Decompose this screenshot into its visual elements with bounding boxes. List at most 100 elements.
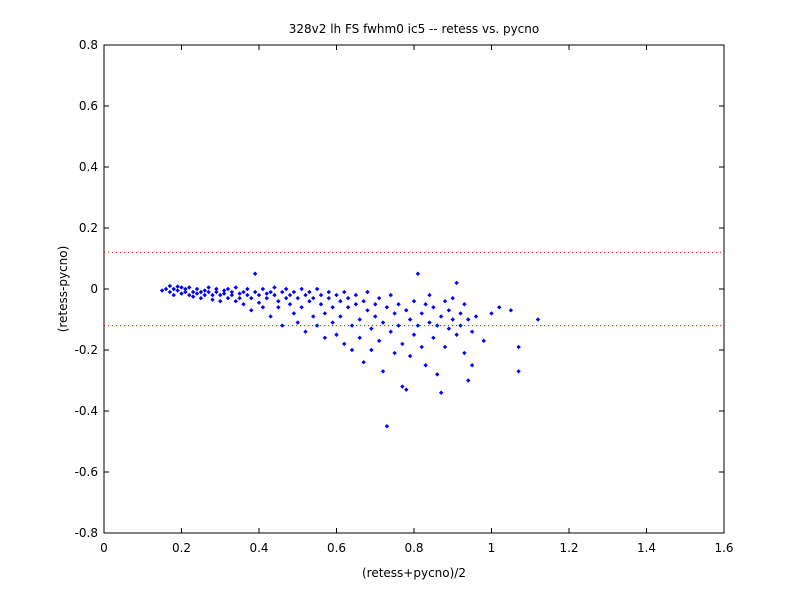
data-point [462, 302, 467, 307]
data-point [435, 372, 440, 377]
data-point [229, 289, 235, 295]
data-point [187, 292, 192, 298]
data-point [326, 295, 331, 301]
data-point [349, 323, 355, 328]
data-point [431, 305, 436, 310]
data-point [272, 285, 277, 290]
data-point [326, 289, 331, 295]
data-point [345, 305, 351, 310]
data-point [260, 305, 266, 310]
data-point [334, 332, 339, 337]
data-point [438, 390, 444, 395]
chart-title: 328v2 lh FS fwhm0 ic5 -- retess vs. pycn… [289, 22, 539, 36]
y-tick-label: -0.2 [75, 343, 98, 357]
data-point [450, 295, 455, 301]
data-point [210, 297, 215, 302]
data-point [260, 286, 266, 292]
data-point [415, 271, 421, 276]
data-point [163, 286, 169, 292]
data-point [473, 314, 479, 319]
data-point [396, 302, 401, 307]
data-point [214, 289, 219, 295]
data-point [303, 292, 308, 298]
data-point [376, 295, 382, 301]
data-point [438, 314, 444, 319]
data-point [342, 289, 347, 295]
data-point [194, 286, 200, 292]
data-point [225, 295, 231, 301]
data-point [276, 305, 281, 310]
data-point [206, 285, 211, 290]
data-point [404, 308, 409, 313]
data-point [256, 292, 262, 298]
data-point [198, 289, 204, 295]
y-tick-label: -0.6 [75, 465, 98, 479]
data-point [175, 288, 180, 293]
data-point [419, 311, 424, 316]
data-point [202, 288, 207, 293]
x-tick-label: 0.8 [404, 541, 423, 555]
data-point [489, 311, 494, 316]
data-point [287, 292, 293, 298]
y-axis-label: (retess-pycno) [56, 246, 70, 333]
data-point [334, 292, 339, 298]
data-point [322, 311, 328, 316]
data-point [283, 286, 289, 292]
data-point [307, 299, 312, 304]
x-tick-label: 0 [100, 541, 108, 555]
data-point [400, 384, 405, 389]
data-point [396, 323, 401, 328]
data-point [171, 286, 176, 292]
data-point [314, 286, 320, 292]
data-point [299, 286, 304, 292]
data-point [388, 292, 393, 298]
data-point [299, 305, 304, 310]
data-point [206, 289, 211, 295]
data-point [369, 326, 374, 331]
data-point [190, 289, 196, 295]
data-point [357, 317, 362, 322]
data-point [249, 308, 254, 313]
data-point [392, 311, 397, 316]
data-point [295, 295, 300, 301]
data-point [466, 317, 471, 322]
data-point [210, 292, 215, 298]
data-point [431, 335, 436, 340]
data-point [427, 320, 432, 325]
x-tick-label: 1.6 [714, 541, 733, 555]
data-point [376, 338, 382, 344]
data-point [353, 302, 359, 307]
y-tick-label: 0.8 [79, 38, 98, 52]
data-point [419, 344, 424, 350]
data-points [159, 271, 541, 429]
x-tick-label: 1 [488, 541, 496, 555]
data-point [264, 291, 269, 296]
data-point [276, 299, 281, 304]
data-point [241, 302, 246, 307]
y-tick-label: 0.4 [79, 160, 98, 174]
data-point [291, 311, 297, 316]
data-point [411, 299, 417, 304]
data-point [458, 311, 463, 316]
data-point [404, 387, 409, 392]
data-point [411, 332, 417, 337]
data-point [291, 289, 297, 295]
x-tick-label: 1.2 [559, 541, 578, 555]
y-tick-label: 0.2 [79, 221, 98, 235]
data-point [280, 323, 285, 328]
data-point [450, 317, 455, 322]
x-tick-label: 0.2 [172, 541, 191, 555]
data-point [245, 286, 250, 292]
data-point [268, 289, 273, 295]
reference-lines [104, 251, 724, 327]
data-point [481, 338, 486, 344]
data-point [190, 294, 196, 299]
data-point [311, 295, 316, 301]
data-point [365, 308, 370, 313]
data-point [314, 323, 320, 328]
data-point [249, 295, 254, 301]
data-point [233, 285, 238, 290]
y-tick-label: -0.4 [75, 404, 98, 418]
